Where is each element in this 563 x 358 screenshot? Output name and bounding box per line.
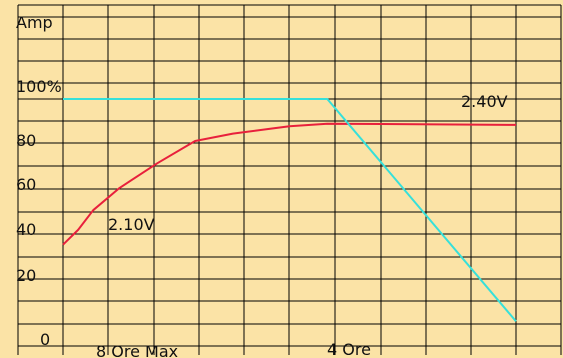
y-tick-label: 60	[16, 175, 36, 194]
series-lines	[62, 98, 517, 322]
grid	[17, 4, 562, 355]
y-axis-label: Amp	[16, 13, 53, 32]
series-line	[62, 122, 517, 246]
series-line	[63, 98, 517, 322]
x-axis-label: 8 Ore Max	[96, 342, 178, 358]
y-tick-label: 40	[16, 220, 36, 239]
chart-labels: Amp 100% 80 60 40 20 0 8 Ore Max 4 Ore 2.10V 2.40…	[16, 13, 508, 358]
series-label: 2.10V	[108, 215, 155, 234]
y-tick-label: 100%	[16, 77, 62, 96]
x-axis-label: 4 Ore	[327, 340, 371, 358]
y-tick-label: 0	[40, 330, 50, 349]
y-tick-label: 20	[16, 266, 36, 285]
y-tick-label: 80	[16, 131, 36, 150]
series-label: 2.40V	[461, 92, 508, 111]
